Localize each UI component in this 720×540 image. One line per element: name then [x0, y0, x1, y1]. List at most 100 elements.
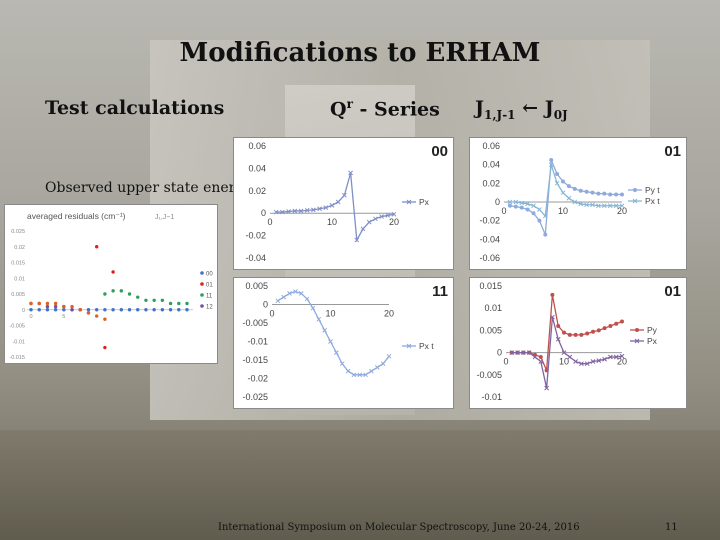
y-tick-label: -0.01: [481, 392, 502, 402]
data-point: [591, 329, 595, 334]
data-point: [614, 321, 619, 326]
background-ground: [0, 430, 720, 540]
data-point: [333, 350, 339, 355]
data-point: [550, 292, 555, 297]
data-point: [531, 211, 536, 216]
y-tick-label: -0.04: [479, 234, 500, 244]
y-tick-label: 0.01: [484, 303, 502, 313]
data-point: [345, 368, 351, 374]
y-tick-label: 0.005: [245, 281, 268, 291]
data-point: [62, 304, 66, 309]
x-tick-label: 5: [62, 314, 65, 320]
data-point: [391, 211, 397, 217]
data-point: [584, 202, 589, 208]
legend-marker: [634, 338, 640, 344]
data-point: [287, 291, 292, 296]
residuals-title-suffix: J₁,J−1: [155, 214, 174, 221]
data-point: [168, 308, 173, 312]
residuals-title: averaged residuals (cm⁻¹): [27, 211, 126, 221]
data-point: [613, 354, 619, 360]
data-point: [311, 207, 316, 213]
data-point: [590, 190, 595, 195]
data-point: [53, 304, 58, 309]
data-point: [561, 350, 567, 355]
data-point: [607, 203, 613, 209]
data-point: [354, 237, 360, 243]
data-point: [538, 359, 544, 364]
data-point: [53, 308, 58, 312]
data-point: [602, 191, 607, 196]
y-tick-label: 0.06: [482, 141, 500, 151]
legend-marker: [632, 198, 638, 204]
data-point: [304, 208, 310, 213]
data-point: [566, 195, 572, 201]
data-point: [160, 298, 165, 302]
slide-footer: International Symposium on Molecular Spe…: [218, 522, 580, 533]
chart-panel-01b: 0.015 0.01 0.005 0 -0.005 -0.01 0 10 20 01 Py Px: [469, 277, 687, 409]
data-point: [521, 350, 526, 355]
y-tick-label: 0.04: [482, 160, 500, 170]
data-point: [339, 361, 345, 367]
data-point: [374, 365, 380, 370]
data-point: [366, 219, 372, 225]
data-point: [280, 209, 285, 215]
data-point: [351, 372, 357, 378]
y-tick-label: -0.005: [476, 370, 502, 380]
data-point: [548, 162, 554, 168]
data-point: [579, 332, 584, 337]
data-point: [613, 203, 619, 209]
data-point: [550, 314, 555, 320]
data-point: [94, 245, 99, 249]
series-line-pyt: [509, 159, 622, 235]
data-point: [519, 205, 524, 210]
legend-marker: [406, 343, 412, 349]
data-point: [136, 295, 140, 299]
data-point: [136, 308, 140, 312]
data-point: [152, 308, 156, 312]
data-point: [323, 205, 329, 210]
data-point: [379, 214, 384, 219]
data-point: [185, 301, 189, 306]
legend-label: Py t: [645, 185, 660, 195]
data-point: [585, 331, 590, 336]
x-tick-label: 0: [501, 206, 506, 216]
data-point: [103, 317, 107, 321]
data-point: [566, 184, 571, 189]
legend-label: Py: [647, 325, 658, 335]
data-point: [567, 354, 573, 360]
data-point: [152, 298, 156, 302]
data-point: [519, 200, 525, 206]
data-point: [177, 308, 181, 312]
data-point: [537, 218, 542, 223]
legend-marker: [200, 282, 204, 286]
page-number: 11: [665, 522, 678, 533]
data-point: [103, 292, 107, 296]
data-point: [70, 308, 74, 312]
data-point: [532, 354, 538, 360]
data-point: [596, 191, 601, 196]
data-point: [111, 289, 115, 293]
legend-label: Px: [647, 336, 658, 346]
y-tick-label: 0: [263, 300, 268, 310]
data-point: [45, 308, 50, 312]
data-point: [608, 354, 613, 360]
x-tick-label: 10: [559, 357, 569, 367]
y-tick-label: 0.02: [248, 186, 266, 196]
data-point: [555, 172, 560, 176]
data-point: [572, 199, 578, 205]
legend-label: Px t: [645, 196, 660, 206]
data-point: [127, 292, 132, 296]
data-point: [567, 332, 572, 337]
data-point: [273, 209, 279, 215]
data-point: [304, 296, 310, 302]
legend-marker: [200, 304, 204, 308]
panel-badge: 01: [664, 283, 681, 300]
data-point: [103, 345, 107, 350]
data-point: [342, 192, 347, 198]
data-point: [584, 189, 589, 194]
legend-label: 01: [206, 283, 213, 289]
data-point: [538, 355, 543, 360]
data-point: [584, 361, 590, 367]
